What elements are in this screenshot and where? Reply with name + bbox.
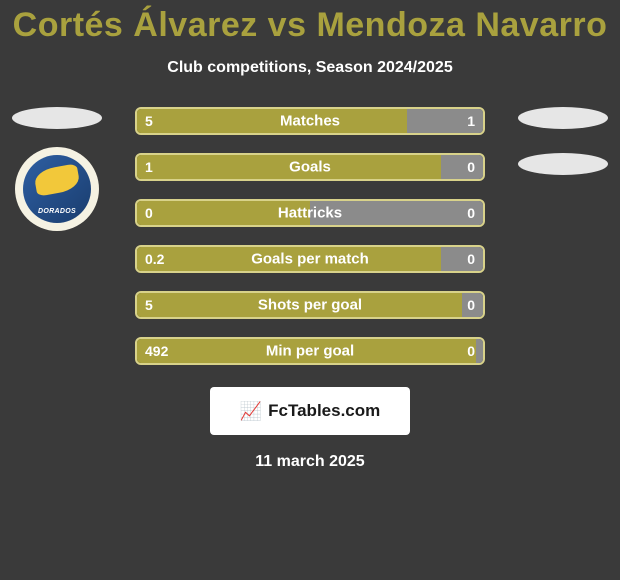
stat-value-right: 0 [467,297,475,313]
placeholder-ellipse-right-1 [518,107,608,129]
stat-label: Hattricks [278,205,342,222]
stat-value-left: 5 [145,297,153,313]
stat-bar-right: 0 [462,293,483,317]
club-badge-fish-icon [33,163,81,196]
stat-label: Min per goal [266,343,354,360]
club-badge-left: DORADOS [15,147,99,231]
stat-value-right: 1 [467,113,475,129]
stat-bar-right: 0 [441,155,483,179]
stat-bar-right: 0 [441,247,483,271]
player-right-side [518,107,608,175]
stat-value-left: 5 [145,113,153,129]
stat-bar-left: 5 [137,109,407,133]
player-left-side: DORADOS [12,107,102,231]
chart-icon: 📈 [240,401,262,422]
stat-row: 5 1 Matches [135,107,485,135]
stat-label: Goals per match [251,251,369,268]
stat-value-left: 1 [145,159,153,175]
comparison-panel: DORADOS 51Matches10Goals00Hattricks0.20G… [0,107,620,365]
watermark-text: FcTables.com [268,401,380,421]
stat-row: 0 0 Hattricks [135,199,485,227]
stat-bar-right: 1 [407,109,483,133]
stat-label: Shots per goal [258,297,362,314]
stat-row: 1 0 Goals [135,153,485,181]
club-badge-inner: DORADOS [23,155,91,223]
watermark: 📈 FcTables.com [210,387,410,435]
subtitle: Club competitions, Season 2024/2025 [0,59,620,77]
stat-row: 0.2 0 Goals per match [135,245,485,273]
placeholder-ellipse-left-1 [12,107,102,129]
date-label: 11 march 2025 [0,453,620,471]
stat-label: Goals [289,159,331,176]
stat-bar-right: 0 [476,339,483,363]
stat-value-left: 492 [145,343,168,359]
stat-label: Matches [280,113,340,130]
stat-row: 5 0 Shots per goal [135,291,485,319]
stat-bars: 51Matches10Goals00Hattricks0.20Goals per… [135,107,485,365]
stat-row: 492 0 Min per goal [135,337,485,365]
stat-value-right: 0 [467,205,475,221]
stat-value-left: 0.2 [145,251,164,267]
club-badge-text: DORADOS [38,208,76,215]
placeholder-ellipse-right-2 [518,153,608,175]
page-title: Cortés Álvarez vs Mendoza Navarro [0,0,620,45]
stat-value-right: 0 [467,159,475,175]
stat-value-right: 0 [467,343,475,359]
stat-value-right: 0 [467,251,475,267]
stat-value-left: 0 [145,205,153,221]
